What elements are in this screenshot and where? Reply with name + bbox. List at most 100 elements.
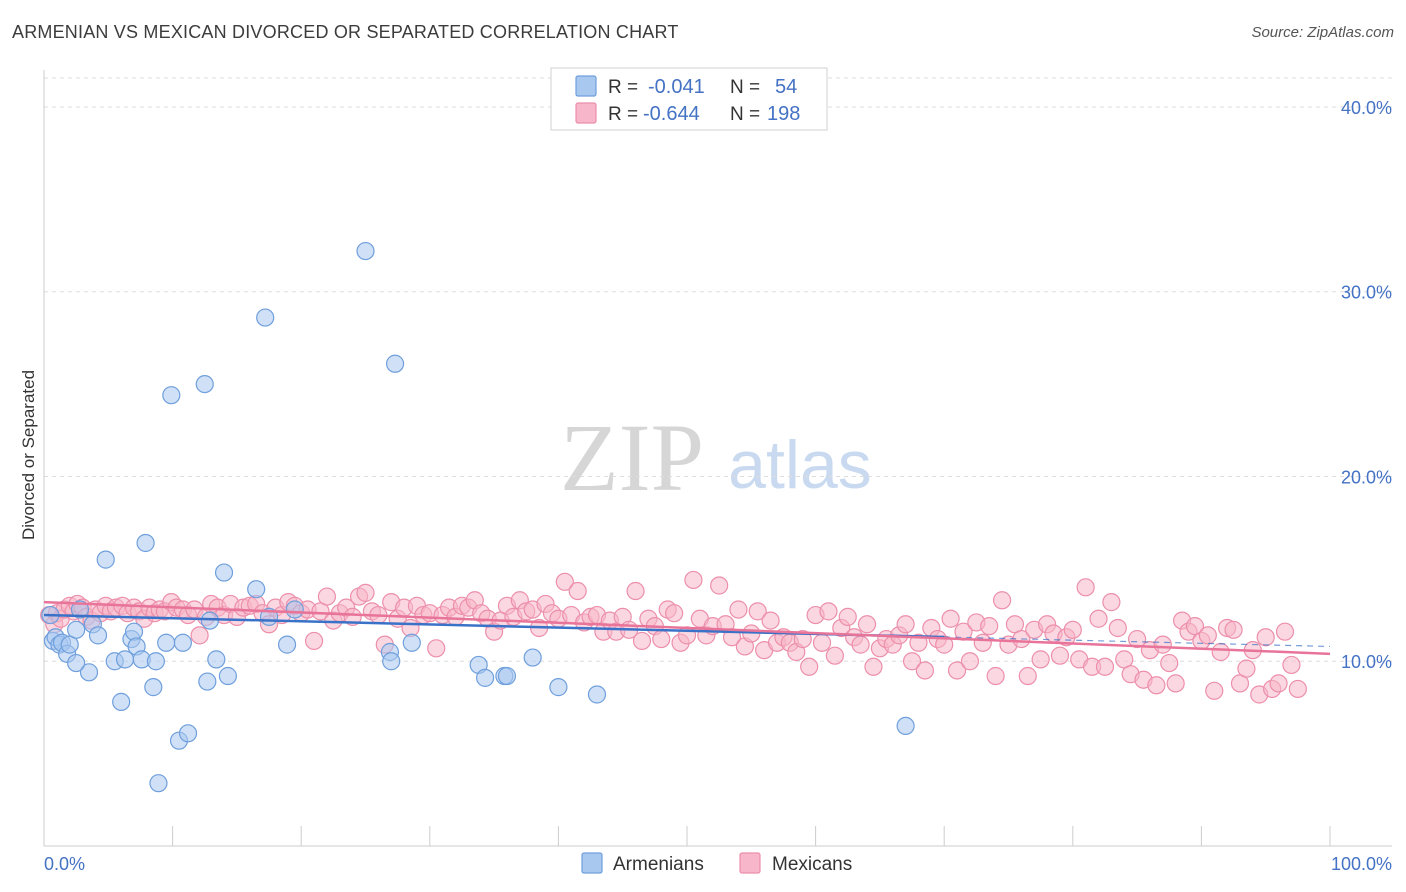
series-legend-swatch-mexicans [739,852,761,874]
mexicans-point [1288,679,1307,699]
mexicans-trend-line [43,600,1331,656]
armenians-point [67,620,86,639]
series-legend-swatch-armenians [581,852,603,874]
armenians-point [218,666,237,686]
mexicans-point [825,646,844,665]
mexicans-point [1102,593,1121,612]
mexicans-point [555,572,574,591]
mexicans-point [710,576,729,595]
mexicans-point [1089,609,1108,628]
mexicans-point [992,591,1012,610]
mexicans-point [1018,666,1037,686]
armenians-point [112,692,131,711]
mexicans-point [1224,620,1243,639]
armenians-point [178,724,198,743]
mexicans-point [896,615,915,634]
mexicans-point [980,617,999,636]
mexicans-point [838,607,857,626]
armenians-point [247,580,266,599]
mexicans-point [1275,622,1295,641]
legend-n-label-armenians: N = [730,77,760,98]
mexicans-point [626,581,645,601]
mexicans-point [1166,674,1185,693]
legend-n-value-mexicans: 198 [767,103,800,125]
mexicans-point [1127,629,1147,649]
armenians-point [497,666,517,686]
gridlines [44,77,1392,662]
armenians-point [277,635,297,654]
armenians-point [96,550,115,569]
mexicans-point [1237,659,1256,678]
armenians-point [173,633,192,652]
armenians-point [136,533,155,553]
armenians-point [523,648,542,667]
legend-swatch-mexicans [575,102,597,124]
x-axis-ticks [43,826,1331,846]
legend-r-label-armenians: R = [608,77,638,98]
mexicans-point [652,629,671,649]
mexicans-point [1198,626,1217,645]
armenians-trend-extension [944,636,1331,648]
mexicans-point [1108,618,1127,638]
mexicans-point [851,635,870,654]
armenians-point [149,774,168,793]
armenians-point [356,241,375,261]
mexicans-point [1282,655,1301,675]
mexicans-point [941,609,960,628]
mexicans-point [1211,642,1230,662]
mexicans-point [343,607,362,626]
armenians-point [195,374,214,394]
mexicans-point [356,583,375,602]
mexicans-point [317,587,337,606]
armenians-point [475,668,495,687]
watermark-zip: ZIP [560,404,704,511]
armenians-point [124,622,144,641]
series-legend: Armenians Mexicans [581,852,852,875]
mexicans-point [1095,657,1115,676]
y-tick-label-40: 40.0% [1341,98,1392,118]
mexicans-point [1160,653,1179,673]
watermark-atlas: atlas [728,427,872,503]
mexicans-point [761,611,780,630]
legend-n-value-armenians: 54 [775,76,797,98]
mexicans-point [1153,635,1172,654]
armenians-point [67,653,86,673]
armenians-points [41,241,915,793]
mexicans-point [1063,620,1082,639]
series-legend-label-mexicans: Mexicans [772,854,852,875]
mexicans-point [960,652,980,671]
mexicans-point [190,626,209,645]
armenians-point [79,663,99,682]
armenians-point [896,716,915,736]
armenians-point [144,678,163,697]
y-tick-label-10: 10.0% [1341,652,1392,672]
mexicans-point [915,661,935,680]
mexicans-point [665,604,684,623]
mexicans-point [819,602,838,621]
armenians-point [146,652,165,671]
mexicans-point [1269,674,1288,693]
mexicans-point [973,633,992,652]
mexicans-point [902,652,922,671]
armenians-point [549,678,568,697]
mexicans-point [864,657,883,676]
mexicans-point [632,631,652,651]
mexicans-point [1031,650,1050,669]
series-legend-label-armenians: Armenians [613,854,704,875]
armenians-point [402,633,421,652]
mexicans-point [1147,676,1166,695]
mexicans-point [857,615,877,634]
y-tick-labels: 10.0% 20.0% 30.0% 40.0% [1341,98,1392,672]
armenians-point [285,600,304,619]
mexicans-point [1205,681,1224,700]
mexicans-point [800,657,819,676]
mexicans-point [684,570,703,590]
y-tick-label-20: 20.0% [1341,467,1392,487]
armenians-point [157,633,176,652]
watermark: ZIP atlas [560,404,872,511]
x-tick-label-0: 0.0% [44,854,85,874]
mexicans-point [1076,578,1095,597]
armenians-point [214,563,234,582]
legend-r-label-mexicans: R = [608,104,638,125]
